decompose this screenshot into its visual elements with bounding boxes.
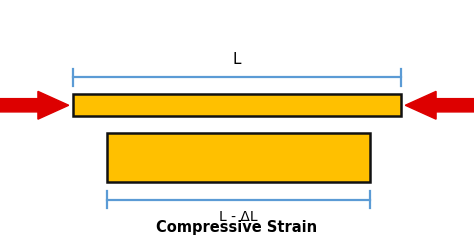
Bar bbox=[73, 94, 401, 116]
FancyArrow shape bbox=[405, 91, 474, 119]
Text: L - ΔL: L - ΔL bbox=[219, 210, 257, 224]
FancyArrow shape bbox=[0, 91, 69, 119]
Text: Compressive Strain: Compressive Strain bbox=[156, 220, 318, 235]
Bar bbox=[107, 133, 370, 182]
Text: L: L bbox=[233, 52, 241, 67]
